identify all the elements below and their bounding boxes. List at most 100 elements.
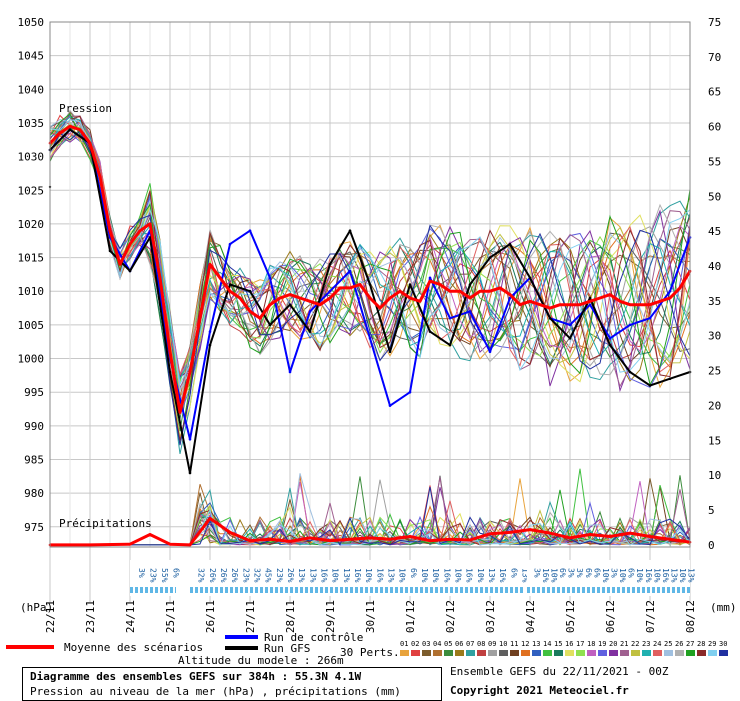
control-run-line-point: [308, 310, 312, 313]
gfs-run-line-point: [108, 249, 112, 253]
member-number: 23: [642, 640, 650, 648]
x-tick-label: 29/11: [324, 600, 337, 633]
gfs-run-line-point: [228, 283, 232, 286]
member-swatch: [543, 650, 552, 656]
right-tick-label: 50: [708, 190, 721, 203]
precip-probability-label: 32%: [252, 568, 261, 583]
member-swatch: [719, 650, 728, 656]
mean-pressure-line-point: [198, 316, 202, 320]
mean-pressure-line-point: [678, 286, 682, 290]
member-number: 01: [400, 640, 408, 648]
right-tick-label: 25: [708, 365, 721, 378]
control-run-line-point: [248, 229, 252, 232]
mean-pressure-line-point: [268, 303, 272, 306]
member-color-legend: 01 02 03 04 05 06 07 08 09 10 11 12 13 14 15 16 17 18 19 20…: [400, 640, 728, 656]
mean-pressure-line-point: [408, 296, 412, 300]
gfs-run-line-point: [208, 343, 212, 347]
chart-subtitle: Pression au niveau de la mer (hPa) , pré…: [30, 685, 401, 698]
left-tick-label: 1020: [18, 218, 45, 231]
mean-pressure-line-point: [468, 296, 472, 300]
member-number: 17: [576, 640, 584, 648]
control-run-line-point: [388, 404, 392, 407]
gfs-run-line-point: [268, 323, 272, 327]
right-tick-label: 70: [708, 51, 721, 64]
chart-title: Diagramme des ensembles GEFS sur 384h : …: [30, 670, 362, 683]
member-swatch: [499, 650, 508, 656]
precip-probability-label: 26%: [230, 568, 239, 583]
precip-probability-label: 23%: [148, 568, 157, 583]
control-run-line-point: [628, 323, 632, 327]
x-tick-label: 27/11: [244, 600, 257, 633]
precip-probability-label: 10%: [635, 568, 644, 583]
gfs-run-line-point: [428, 330, 432, 333]
mean-pressure-line-point: [278, 296, 282, 300]
right-tick-label: 30: [708, 330, 721, 343]
member-swatch: [631, 650, 640, 656]
member-swatch: [642, 650, 651, 656]
control-run-line-point: [448, 316, 452, 320]
precip-probability-label: 13%: [297, 568, 306, 583]
mean-pressure-line-point: [618, 300, 622, 303]
mean-pressure-line-point: [108, 229, 112, 232]
left-axis-unit: (hPa): [20, 601, 53, 614]
x-tick-label: 01/12: [404, 600, 417, 633]
member-swatch: [653, 650, 662, 656]
mean-precip-line-point: [168, 542, 172, 546]
control-run-line-point: [428, 276, 432, 280]
x-tick-label: 28/11: [284, 600, 297, 633]
right-tick-label: 55: [708, 155, 721, 168]
member-swatch: [565, 650, 574, 656]
precip-probability-label: 45%: [264, 568, 273, 583]
right-tick-label: 60: [708, 121, 721, 134]
x-tick-label: 23/11: [84, 600, 97, 633]
mean-pressure-line-point: [548, 306, 552, 310]
gfs-run-line-point: [568, 337, 572, 340]
precip-probability-label: 10%: [549, 568, 558, 583]
left-tick-label: 1015: [18, 252, 45, 265]
mean-precip-line-point: [208, 517, 212, 520]
left-tick-label: 985: [24, 454, 44, 467]
left-tick-label: 980: [24, 487, 44, 500]
member-number: 19: [598, 640, 606, 648]
control-run-line-point: [608, 337, 612, 340]
mean-pressure-line-point: [148, 222, 152, 226]
member-swatch: [708, 650, 717, 656]
precip-probability-label: 10%: [476, 568, 485, 583]
member-number: 08: [477, 640, 485, 648]
legend-perts-label: 30 Perts.: [340, 646, 400, 659]
member-swatch: [400, 650, 409, 656]
mean-pressure-line-point: [238, 296, 242, 300]
member-number: 26: [675, 640, 683, 648]
precip-probability-label: 10%: [601, 568, 610, 583]
member-number: 30: [719, 640, 727, 648]
control-run-line-point: [568, 323, 572, 327]
mean-pressure-line-point: [598, 296, 602, 300]
control-run-line-point: [648, 316, 652, 320]
precip-probability-band: 3% 23% 55% 6% 32% 26% 26% 26% 23% 32% 45% 23% 26% 13%…: [130, 560, 696, 596]
member-number: 29: [708, 640, 716, 648]
member-swatch: [532, 650, 541, 656]
member-number: 24: [653, 640, 661, 648]
control-run-line-point: [288, 370, 292, 374]
control-run-line-point: [208, 330, 212, 333]
right-tick-label: 0: [708, 539, 715, 552]
mean-pressure-line-point: [528, 300, 532, 303]
member-swatch: [576, 650, 585, 656]
mean-pressure-line-point: [58, 131, 62, 135]
control-run-line-point: [348, 269, 352, 273]
precip-probability-label: 10%: [364, 568, 373, 583]
member-number: 11: [510, 640, 518, 648]
right-tick-label: 5: [708, 504, 715, 517]
mean-pressure-line-point: [428, 279, 432, 283]
mean-precip-line-point: [488, 532, 492, 536]
mean-pressure-line-point: [288, 293, 292, 296]
left-tick-label: 1040: [18, 83, 45, 96]
control-run-line-point: [468, 310, 472, 313]
x-tick-label: 06/12: [604, 600, 617, 633]
gfs-run-line-point: [128, 269, 132, 273]
member-swatch: [521, 650, 530, 656]
precip-probability-label: 16%: [644, 568, 653, 583]
member-swatch: [488, 650, 497, 656]
mean-precip-line-point: [428, 539, 432, 543]
